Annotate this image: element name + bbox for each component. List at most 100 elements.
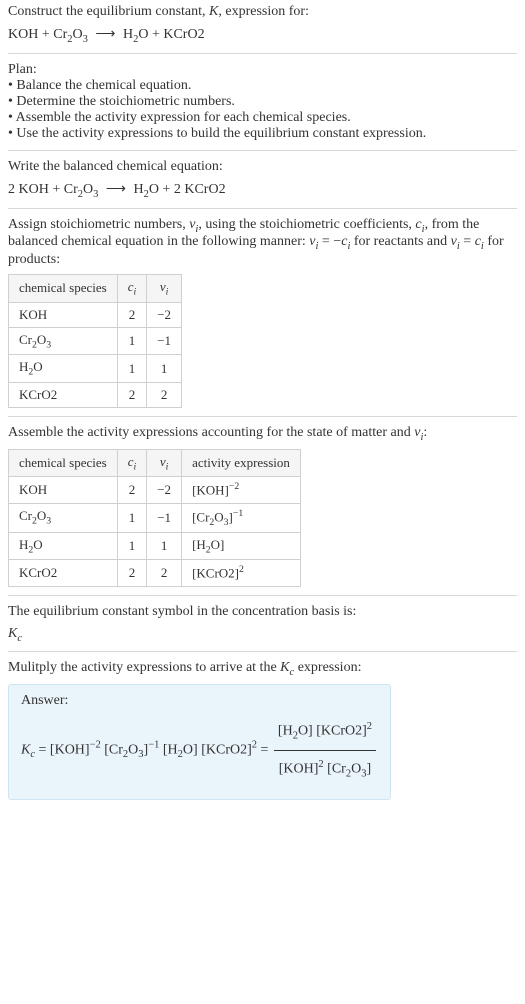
term-cr2o3-exp: −1 <box>148 740 159 751</box>
plan-item-2: • Determine the stoichiometric numbers. <box>8 94 517 110</box>
fraction-den: [KOH]2 [Cr2O3] <box>274 751 376 786</box>
term-h2o-open: [H <box>163 742 178 757</box>
num-h2o-open: [H <box>278 724 293 739</box>
reaction-arrow: ⟶ <box>95 27 115 42</box>
cell-ci: 1 <box>117 327 147 355</box>
assign-t4: for reactants and <box>350 234 450 249</box>
h2o-b: O <box>33 537 42 552</box>
act-exp: −2 <box>229 481 239 492</box>
h2o-a: H <box>19 359 28 374</box>
reactant-cr2o3-b: O <box>73 27 83 42</box>
cell-nui: −1 <box>147 327 182 355</box>
assign-t2: , using the stoichiometric coefficients, <box>198 217 415 232</box>
K-sub: c <box>17 632 22 643</box>
th-nui-sub: i <box>166 461 169 472</box>
mult-t2: expression: <box>294 660 361 675</box>
plan-item-1: • Balance the chemical equation. <box>8 78 517 94</box>
cell-species: H2O <box>9 355 118 383</box>
act-exp: 2 <box>239 564 244 575</box>
product-kcro2: KCrO2 <box>163 27 204 42</box>
cell-activity: [H2O] <box>182 532 301 560</box>
reactant-koh: KOH <box>8 27 38 42</box>
plan-item-3: • Assemble the activity expression for e… <box>8 110 517 126</box>
bal-kcro2: 2 KCrO2 <box>174 182 226 197</box>
h2o-b: O <box>33 359 42 374</box>
product-h2o-b: O <box>138 27 148 42</box>
plus: + <box>38 27 53 42</box>
cell-nui: 1 <box>147 532 182 560</box>
th-nui-sub: i <box>166 287 169 298</box>
table-row: Cr2O3 1 −1 <box>9 327 182 355</box>
term-koh-exp: −2 <box>90 740 101 751</box>
intro-K: K <box>209 4 218 19</box>
rel1-eq: = − <box>318 234 341 249</box>
cr2o3-s2: 3 <box>46 516 51 527</box>
bal-cr2o3-a: Cr <box>64 182 78 197</box>
den-cr2o3-open: [Cr <box>327 761 346 776</box>
den-koh: [KOH] <box>279 761 319 776</box>
term-cr2o3-open: [Cr <box>104 742 123 757</box>
plan-section: Plan: • Balance the chemical equation. •… <box>8 62 517 142</box>
divider <box>8 595 517 596</box>
plus: + <box>148 27 163 42</box>
eq: = <box>35 742 50 757</box>
divider <box>8 208 517 209</box>
unbalanced-equation: KOH + Cr2O3 ⟶ H2O + KCrO2 <box>8 26 517 45</box>
cell-activity: [KOH]−2 <box>182 477 301 503</box>
num-h2o-close: O] <box>298 724 313 739</box>
cell-ci: 2 <box>117 560 147 586</box>
assign-t1: Assign stoichiometric numbers, <box>8 217 189 232</box>
th-species: chemical species <box>9 449 118 477</box>
table-row: KOH 2 −2 <box>9 302 182 327</box>
term-koh: [KOH] <box>50 742 90 757</box>
th-activity: activity expression <box>182 449 301 477</box>
answer-label: Answer: <box>21 693 378 709</box>
eq2: = <box>257 742 272 757</box>
bal-cr2o3-b: O <box>83 182 93 197</box>
cell-species: Cr2O3 <box>9 503 118 532</box>
answer-expression: Kc = [KOH]−2 [Cr2O3]−1 [H2O] [KCrO2]2 = … <box>21 715 378 785</box>
stoich-table: chemical species ci νi KOH 2 −2 Cr2O3 1 … <box>8 274 182 408</box>
term-h2o-close: O] <box>183 742 198 757</box>
cell-species: Cr2O3 <box>9 327 118 355</box>
act-base: [KOH] <box>192 483 229 498</box>
bal-h2o-b: O <box>149 182 159 197</box>
den-cr2o3-close: ] <box>366 761 371 776</box>
cr2o3-b: O <box>37 508 46 523</box>
cell-species: KOH <box>9 302 118 327</box>
table-row: KCrO2 2 2 <box>9 382 182 407</box>
act-h2o-close: O] <box>211 537 225 552</box>
cell-species: KCrO2 <box>9 560 118 586</box>
cell-nui: 1 <box>147 355 182 383</box>
fraction: [H2O] [KCrO2]2[KOH]2 [Cr2O3] <box>274 715 376 785</box>
cell-species: H2O <box>9 532 118 560</box>
kc-symbol: Kc <box>8 626 517 644</box>
th-ci: ci <box>117 275 147 303</box>
cell-activity: [Cr2O3]−1 <box>182 503 301 532</box>
K: K <box>21 742 30 757</box>
table-row: KOH 2 −2 [KOH]−2 <box>9 477 301 503</box>
cr2o3-b: O <box>37 332 46 347</box>
assemble-colon: : <box>423 425 427 440</box>
divider <box>8 150 517 151</box>
th-ci-sub: i <box>134 461 137 472</box>
plan-item-4: • Use the activity expressions to build … <box>8 126 517 142</box>
divider <box>8 651 517 652</box>
intro-text-1: Construct the equilibrium constant, <box>8 4 209 19</box>
cr2o3-s2: 3 <box>46 339 51 350</box>
cell-ci: 2 <box>117 382 147 407</box>
th-ci-sub: i <box>134 287 137 298</box>
bal-h2o-a: H <box>133 182 143 197</box>
cr2o3-a: Cr <box>19 332 32 347</box>
bal-koh: 2 KOH <box>8 182 49 197</box>
th-nui: νi <box>147 275 182 303</box>
cell-nui: 2 <box>147 382 182 407</box>
balanced-title: Write the balanced chemical equation: <box>8 159 517 175</box>
reactant-cr2o3-a: Cr <box>53 27 67 42</box>
answer-box: Answer: Kc = [KOH]−2 [Cr2O3]−1 [H2O] [KC… <box>8 684 391 800</box>
den-cr2o3-mid: O <box>351 761 361 776</box>
table-row: H2O 1 1 [H2O] <box>9 532 301 560</box>
intro-line: Construct the equilibrium constant, K, e… <box>8 4 517 20</box>
rel2-eq: = <box>460 234 475 249</box>
act-exp: −1 <box>233 508 243 519</box>
